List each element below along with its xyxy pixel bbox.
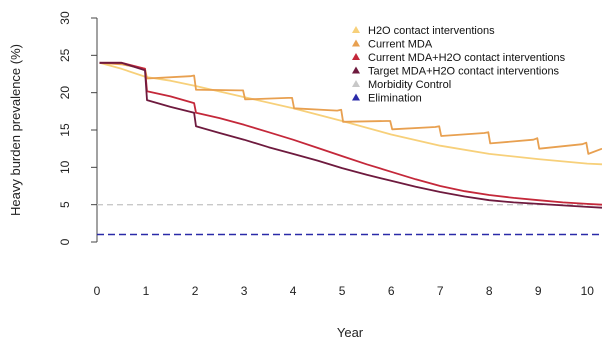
x-tick-label: 7 — [437, 284, 444, 298]
series-line-1 — [99, 61, 602, 166]
y-tick-label: 10 — [58, 160, 72, 174]
x-tick-label: 6 — [388, 284, 395, 298]
x-tick-label: 5 — [339, 284, 346, 298]
y-axis-label: Heavy burden prevalence (%) — [8, 44, 23, 216]
y-tick-label: 5 — [58, 201, 72, 208]
y-tick-label: 20 — [58, 86, 72, 100]
legend-label: Morbidity Control — [368, 79, 451, 91]
x-tick-label: 8 — [486, 284, 493, 298]
y-tick-label: 25 — [58, 48, 72, 62]
legend-marker — [352, 53, 360, 60]
x-tick-label: 4 — [290, 284, 297, 298]
legend-label: H2O contact interventions — [368, 25, 495, 37]
x-tick-label: 0 — [94, 284, 101, 298]
series-line-2 — [99, 61, 602, 155]
x-tick-label: 1 — [143, 284, 150, 298]
axes: 0 5 10 15 20 25 30 0 1 2 3 4 5 6 7 8 9 10 — [58, 11, 594, 298]
legend-marker — [352, 39, 360, 47]
legend-marker — [352, 93, 360, 101]
series-line-3 — [99, 61, 602, 206]
legend-label: Target MDA+H2O contact interventions — [368, 66, 560, 78]
reference-lines — [97, 203, 602, 236]
legend-marker — [352, 26, 360, 33]
legend-label: Current MDA+H2O contact interventions — [368, 52, 566, 64]
x-tick-label: 10 — [581, 284, 595, 298]
y-tick-label: 15 — [58, 123, 72, 137]
y-tick-label: 0 — [58, 238, 72, 245]
y-tick-label: 30 — [58, 11, 72, 25]
legend: H2O contact interventions Current MDACurr… — [352, 25, 566, 105]
legend-marker — [352, 80, 360, 87]
x-tick-label: 3 — [241, 284, 248, 298]
legend-label: Current MDA — [368, 39, 433, 51]
legend-label: Elimination — [368, 93, 422, 105]
x-tick-label: 2 — [192, 284, 199, 298]
legend-marker — [352, 66, 360, 74]
series-line-4 — [99, 61, 602, 209]
series-lines — [99, 61, 602, 209]
x-axis-label: Year — [337, 325, 364, 340]
x-tick-label: 9 — [535, 284, 542, 298]
